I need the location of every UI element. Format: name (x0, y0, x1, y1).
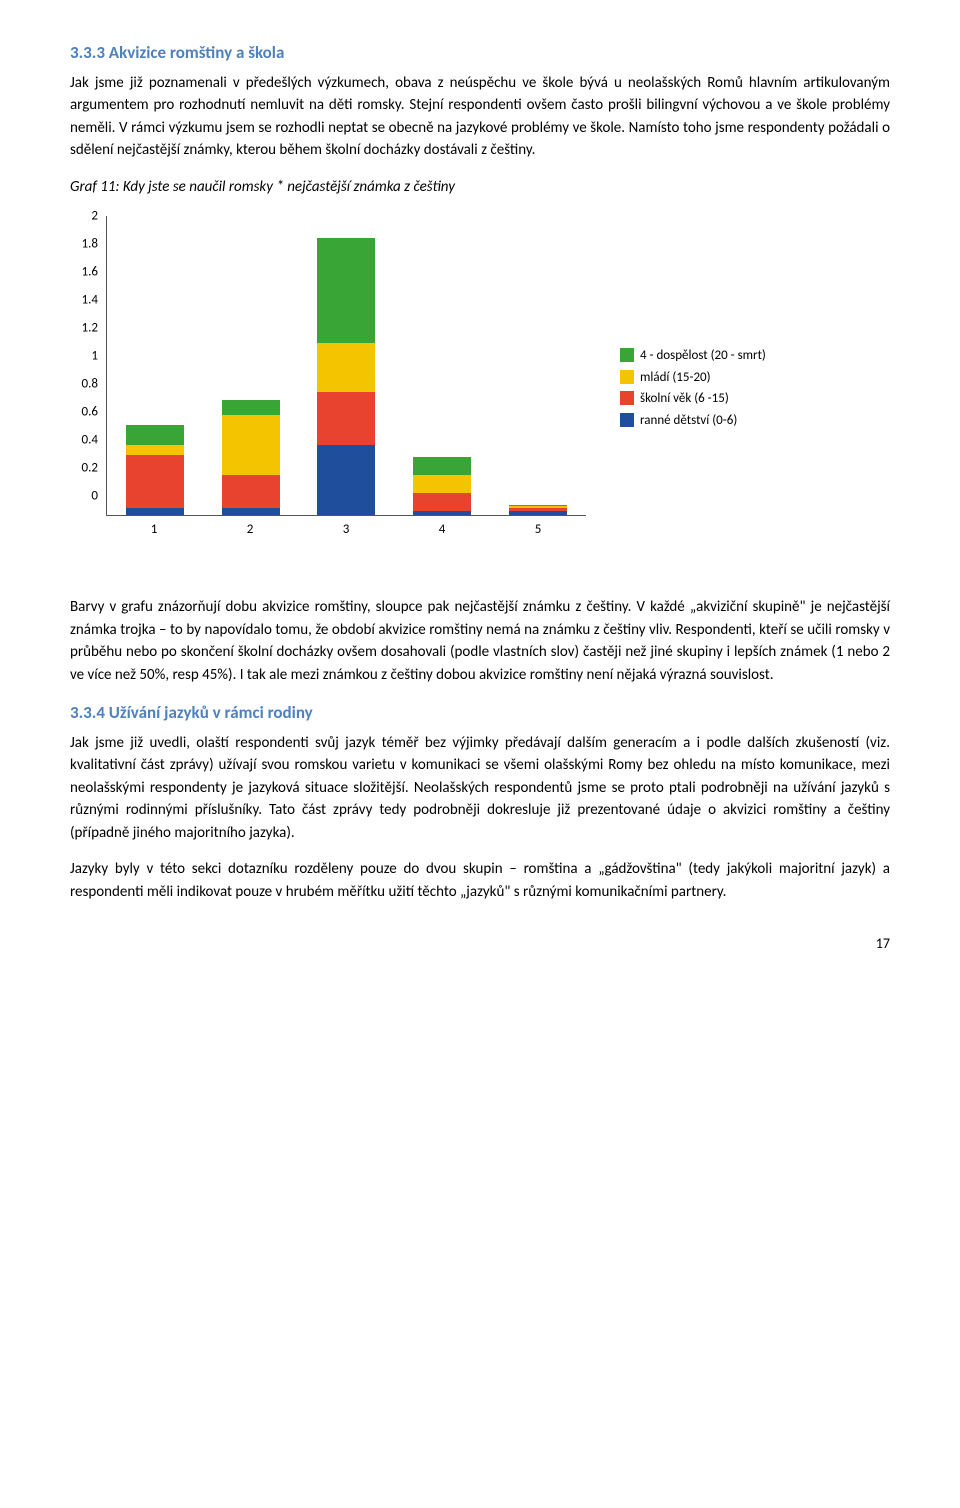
y-axis-labels: 21.81.61.41.210.80.60.40.20 (70, 216, 102, 516)
y-tick-label: 0.8 (70, 375, 98, 395)
y-tick-label: 0 (70, 487, 98, 507)
chart-segment (222, 508, 280, 516)
page-number: 17 (70, 933, 890, 954)
chart-segment (317, 343, 375, 393)
chart-segment (317, 445, 375, 516)
chart-bar (222, 400, 280, 516)
chart-legend: 4 - dospělost (20 - smrt)mládí (15-20)šk… (620, 346, 766, 432)
legend-swatch (620, 370, 634, 384)
y-tick-label: 0.2 (70, 459, 98, 479)
chart-segment (413, 493, 471, 511)
y-tick-label: 1.8 (70, 234, 98, 254)
legend-label: školní věk (6 -15) (640, 389, 729, 409)
y-tick-label: 0.4 (70, 431, 98, 451)
chart-segment (222, 475, 280, 508)
chart-segment (413, 475, 471, 493)
legend-row: ranné dětství (0-6) (620, 411, 766, 431)
chart-segment (509, 511, 567, 516)
chart-bar (509, 505, 567, 516)
chart-segment (317, 238, 375, 343)
x-tick-label: 4 (413, 520, 471, 540)
chart-caption: Graf 11: Kdy jste se naučil romsky * nej… (70, 176, 890, 199)
chart-segment (126, 455, 184, 508)
x-tick-label: 2 (221, 520, 279, 540)
x-tick-label: 5 (509, 520, 567, 540)
chart-segment (413, 511, 471, 516)
legend-row: mládí (15-20) (620, 368, 766, 388)
chart-plot (106, 216, 586, 516)
y-tick-label: 1 (70, 346, 98, 366)
legend-label: ranné dětství (0-6) (640, 411, 737, 431)
chart-bar (413, 457, 471, 516)
x-tick-label: 3 (317, 520, 375, 540)
chart-segment (126, 508, 184, 516)
paragraph-detail-2: Jazyky byly v této sekci dotazníku rozdě… (70, 858, 890, 903)
chart-bar (126, 425, 184, 515)
chart-segment (126, 445, 184, 456)
y-tick-label: 2 (70, 206, 98, 226)
legend-swatch (620, 413, 634, 427)
paragraph-intro-1: Jak jsme již poznamenali v předešlých vý… (70, 72, 890, 162)
legend-row: školní věk (6 -15) (620, 389, 766, 409)
y-tick-label: 1.2 (70, 318, 98, 338)
section-heading-1: 3.3.3 Akvizice romštiny a škola (70, 40, 890, 66)
x-tick-label: 1 (125, 520, 183, 540)
chart-segment (222, 400, 280, 415)
legend-label: 4 - dospělost (20 - smrt) (640, 346, 766, 366)
section-heading-2: 3.3.4 Užívání jazyků v rámci rodiny (70, 700, 890, 726)
legend-row: 4 - dospělost (20 - smrt) (620, 346, 766, 366)
legend-swatch (620, 348, 634, 362)
chart-container: 2 1.8 1.6 1.4 1.2 1 0.8 0.6 0.4 0.2 0 1 2 3 4 5 4 - do… (70, 216, 890, 556)
y-tick-label: 1.6 (70, 262, 98, 282)
paragraph-analysis: Barvy v grafu znázorňují dobu akvizice r… (70, 596, 890, 686)
legend-swatch (620, 391, 634, 405)
y-tick-label: 1.4 (70, 290, 98, 310)
chart-bar (317, 238, 375, 516)
chart-segment (413, 457, 471, 475)
y-tick-label: 0.6 (70, 403, 98, 423)
x-axis-labels: 1 2 3 4 5 (106, 520, 586, 540)
chart-segment (317, 392, 375, 445)
paragraph-intro-2: Jak jsme již uvedli, olaští respondenti … (70, 732, 890, 845)
chart-segment (222, 415, 280, 475)
legend-label: mládí (15-20) (640, 368, 711, 388)
chart-segment (126, 425, 184, 445)
chart-area: 2 1.8 1.6 1.4 1.2 1 0.8 0.6 0.4 0.2 0 1 2 3 4 5 (70, 216, 590, 556)
